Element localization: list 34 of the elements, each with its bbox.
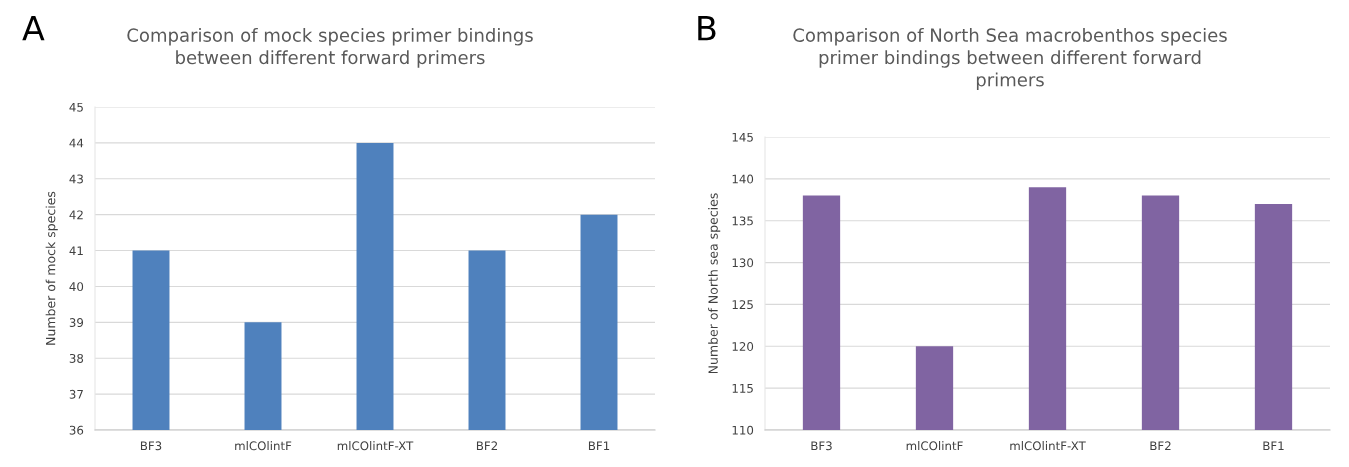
x-tick-label: BF2 <box>1150 441 1171 451</box>
y-tick-label: 130 <box>732 258 754 268</box>
x-tick-label: mlCOlintF-XT <box>1010 441 1086 451</box>
y-axis-title: Number of North sea species <box>708 193 721 374</box>
y-tick-label: 40 <box>69 282 84 292</box>
x-tick-label: BF3 <box>140 441 162 451</box>
y-tick-label: 38 <box>69 353 84 363</box>
chart-title: Comparison of mock species primer bindings between different forward primers <box>127 28 533 68</box>
x-tick-label: BF1 <box>588 441 610 451</box>
y-tick-label: 41 <box>69 246 83 256</box>
y-tick-label: 125 <box>732 300 753 310</box>
x-tick-label: BF2 <box>476 441 498 451</box>
y-tick-label: 43 <box>69 174 83 184</box>
y-tick-label: 115 <box>732 384 753 393</box>
text: B <box>698 16 716 41</box>
y-tick-label: 42 <box>69 210 83 220</box>
y-tick-label: 120 <box>732 342 754 351</box>
x-tick-label: mlCOlintF <box>906 441 963 451</box>
x-tick-label: BF1 <box>1263 441 1284 451</box>
x-tick-label: mlCOlintF-XT <box>337 441 414 451</box>
y-tick-label: 39 <box>69 318 84 327</box>
y-tick-label: 145 <box>732 132 753 142</box>
y-tick-label: 44 <box>69 138 84 148</box>
y-tick-label: 37 <box>69 389 83 399</box>
x-tick-label: mlCOlintF <box>235 441 292 451</box>
y-tick-label: 140 <box>732 174 754 184</box>
y-axis-title: Number of mock species <box>45 191 58 345</box>
x-tick-label: BF3 <box>811 441 832 451</box>
chart-title: Comparison of North Sea macrobenthos species primer bindings between different forward primers <box>793 28 1227 91</box>
y-tick-label: 110 <box>732 425 754 435</box>
text: A <box>22 16 45 41</box>
y-tick-label: 45 <box>69 102 83 112</box>
y-tick-label: 135 <box>732 216 753 226</box>
y-tick-label: 36 <box>69 425 84 435</box>
